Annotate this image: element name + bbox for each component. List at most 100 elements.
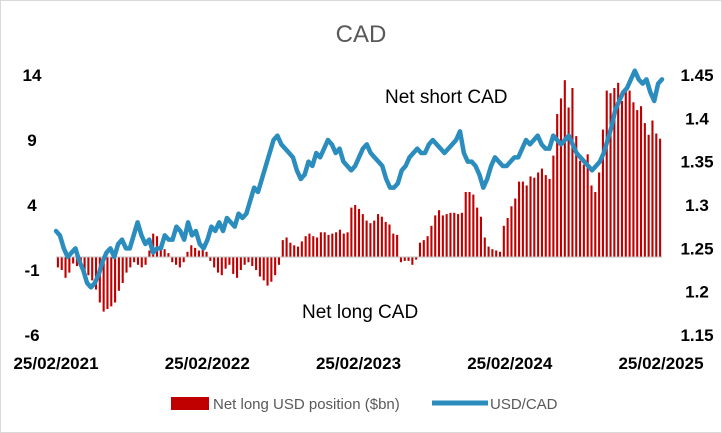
bar [354,205,357,257]
bar [472,194,475,257]
bar [540,168,543,257]
bar [94,257,98,290]
bar [175,257,178,265]
bar [537,172,540,257]
bar [365,220,368,257]
bar [213,257,216,268]
bar [590,185,593,257]
y-left-tick-label: 4 [27,196,37,215]
bar [445,214,448,257]
bar [110,257,113,307]
bar [201,249,204,257]
bar [98,257,101,303]
bar [258,257,261,277]
bar [411,257,414,265]
bar [319,232,322,257]
bar [407,257,410,261]
bar [121,257,124,283]
bar [620,101,624,257]
bar [403,257,406,261]
y-right-tick-label: 1.25 [680,239,713,258]
bar [449,212,452,257]
bar [422,240,425,257]
bar [331,233,334,257]
line-series [53,68,665,290]
bar [285,237,288,257]
bar [441,215,444,257]
bar [140,257,143,268]
bar [529,176,532,257]
bar [582,164,585,257]
bar [235,257,239,278]
bar [87,257,90,276]
bar [91,257,94,281]
bar [544,175,547,257]
bar [167,253,170,257]
y-right-tick-label: 1.4 [685,109,709,128]
bar [178,257,181,268]
bar [392,233,395,257]
bar [437,210,441,257]
bar [533,177,536,257]
bar [468,192,471,257]
bar [114,257,117,303]
bar [628,90,631,257]
bar [281,240,284,257]
bar [171,257,174,263]
y-right-tick-label: 1.15 [680,326,713,345]
bar [338,229,341,257]
bar [224,257,227,269]
bar [144,257,147,265]
bar [396,234,399,257]
x-tick-label: 25/02/2025 [618,354,703,373]
bar [453,212,456,257]
bar [182,257,185,263]
bar [651,120,654,257]
x-tick-label: 25/02/2024 [467,354,553,373]
bar [377,214,380,257]
bar [647,134,650,257]
usd-cad-line [53,68,665,290]
annotation-lower: Net long CAD [302,302,418,323]
bar [228,257,231,265]
y-right-tick-label: 1.45 [680,66,713,85]
bar [563,80,566,257]
bar [60,257,63,270]
legend-label-line: USD/CAD [490,396,558,413]
bar [506,218,509,257]
bar [479,216,483,257]
bar [476,207,479,257]
bar [559,98,563,258]
bar [251,257,254,267]
bar [639,106,643,257]
bar [129,257,132,268]
bar [68,257,71,273]
annotation-upper: Net short CAD [385,87,507,108]
y-left-tick-label: -6 [24,326,39,345]
y-right-tick-label: 1.2 [685,283,709,302]
y-left-tick-label: 9 [27,131,36,150]
y-right-tick-label: 1.3 [685,196,709,215]
bar [216,257,220,273]
bar [190,245,193,257]
bar [357,208,361,257]
bar [460,212,463,257]
bar [594,192,597,257]
bar [613,88,616,257]
bar [495,250,498,257]
bar [521,181,524,257]
bar [296,246,300,257]
bar [205,251,208,257]
y-right-axis-ticks: 1.45 1.4 1.35 1.3 1.25 1.2 1.15 [680,66,713,345]
bar [335,232,338,257]
bar [518,181,521,257]
bar [117,257,120,291]
bar [430,225,433,257]
bar [255,257,258,270]
bar [418,242,422,257]
bar [601,129,604,257]
bar [552,155,555,257]
bar [197,250,200,257]
